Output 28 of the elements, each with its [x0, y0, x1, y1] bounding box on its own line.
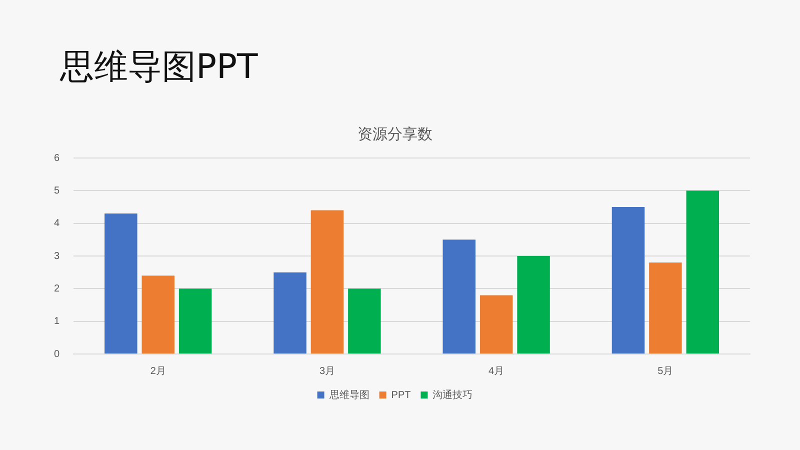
- bar: [649, 262, 682, 354]
- bar: [274, 272, 306, 354]
- x-tick-label: 2月: [150, 366, 166, 377]
- bar: [442, 240, 476, 354]
- y-tick-label: 3: [54, 250, 60, 262]
- bar: [686, 190, 720, 354]
- x-tick-label: 4月: [488, 366, 504, 377]
- legend-label: 思维导图: [328, 388, 370, 401]
- y-tick-label: 6: [54, 152, 60, 164]
- y-tick-label: 0: [54, 348, 60, 360]
- bar: [104, 214, 138, 354]
- y-tick-label: 5: [54, 185, 60, 196]
- bar: [480, 295, 513, 354]
- legend-label: 沟通技巧: [432, 388, 473, 401]
- legend-label: PPT: [391, 390, 411, 401]
- y-tick-label: 1: [54, 316, 60, 328]
- bar: [348, 288, 381, 354]
- bar: [310, 210, 344, 354]
- chart-subtitle: 思维导图PPT: [60, 46, 258, 89]
- y-tick-label: 4: [54, 218, 60, 230]
- x-tick-label: 5月: [658, 366, 674, 377]
- x-tick-label: 3月: [319, 366, 336, 377]
- bar: [517, 256, 550, 354]
- bar: [142, 276, 174, 354]
- bar: [612, 207, 645, 354]
- chart-title: 资源分享数: [358, 124, 432, 143]
- y-tick-label: 2: [54, 283, 60, 294]
- bar: [178, 288, 212, 354]
